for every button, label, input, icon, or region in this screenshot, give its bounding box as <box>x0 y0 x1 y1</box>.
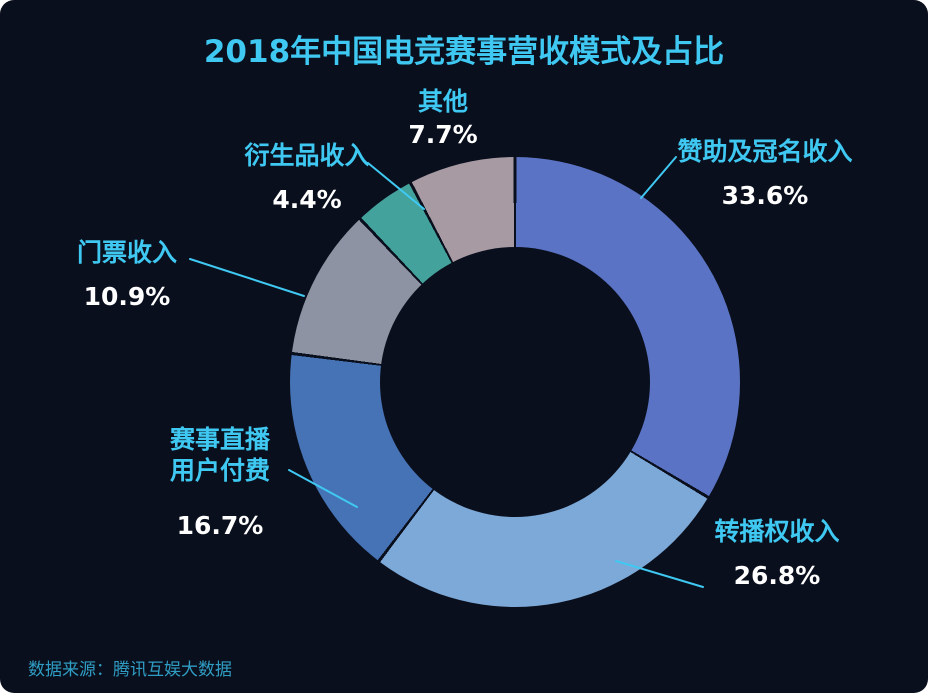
callout-other: 其他 7.7% <box>383 86 503 149</box>
donut-chart <box>290 157 740 607</box>
value-sponsorship: 33.6% <box>721 181 809 211</box>
label-other: 其他 <box>417 87 468 116</box>
label-broadcast: 转播权收入 <box>714 517 840 546</box>
value-derivatives: 4.4% <box>272 185 342 215</box>
value-livestream: 16.7% <box>176 510 264 540</box>
callout-tickets: 门票收入 10.9% <box>60 237 194 311</box>
label-tickets: 门票收入 <box>76 238 177 267</box>
callout-broadcast: 转播权收入 26.8% <box>692 516 862 590</box>
leader-line-tickets <box>189 258 305 297</box>
callout-livestream: 赛事直播用户付费 16.7% <box>158 424 282 540</box>
chart-title: 2018年中国电竞赛事营收模式及占比 <box>203 34 725 70</box>
value-other: 7.7% <box>408 120 478 150</box>
value-broadcast: 26.8% <box>733 561 821 591</box>
label-sponsorship: 赞助及冠名收入 <box>677 137 853 166</box>
donut-hole <box>380 247 650 517</box>
data-source: 数据来源：腾讯互娱大数据 <box>28 660 232 680</box>
callout-derivatives: 衍生品收入 4.4% <box>230 140 384 214</box>
callout-sponsorship: 赞助及冠名收入 33.6% <box>660 136 870 210</box>
label-livestream: 赛事直播用户付费 <box>169 425 270 486</box>
label-derivatives: 衍生品收入 <box>244 141 370 170</box>
value-tickets: 10.9% <box>83 282 171 312</box>
